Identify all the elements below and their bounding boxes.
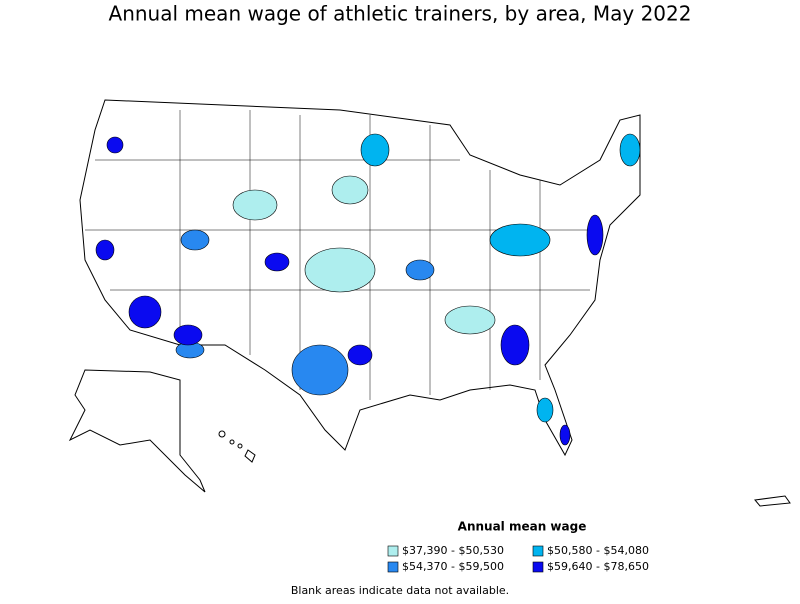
region [232,189,278,221]
map-lower48 [79,99,641,457]
legend-swatch [387,545,399,557]
region [291,344,349,396]
region [180,229,210,251]
region [536,397,554,423]
alaska [68,369,206,493]
region [559,424,571,446]
region [619,133,641,167]
region [264,252,290,272]
legend-label: $59,640 - $78,650 [547,560,649,573]
region [444,305,496,335]
region [347,344,373,366]
legend: $37,390 - $50,530 $50,580 - $54,080 $54,37… [387,544,649,573]
legend-label: $54,370 - $59,500 [402,560,504,573]
region [304,247,376,293]
region [586,214,604,256]
legend-swatch [532,545,544,557]
legend-swatch [532,561,544,573]
region [95,239,115,261]
region [405,259,435,281]
region [360,133,390,167]
hawaii [218,430,256,463]
region [500,324,530,366]
puerto-rico [754,495,791,507]
legend-swatch [387,561,399,573]
region [331,175,369,205]
legend-title: Annual mean wage [458,520,587,534]
region [106,136,124,154]
footnote: Blank areas indicate data not available. [291,584,509,597]
region [128,295,162,329]
region [489,223,551,257]
region [173,324,203,346]
legend-label: $37,390 - $50,530 [402,544,504,557]
legend-label: $50,580 - $54,080 [547,544,649,557]
map-title: Annual mean wage of athletic trainers, b… [109,2,692,26]
